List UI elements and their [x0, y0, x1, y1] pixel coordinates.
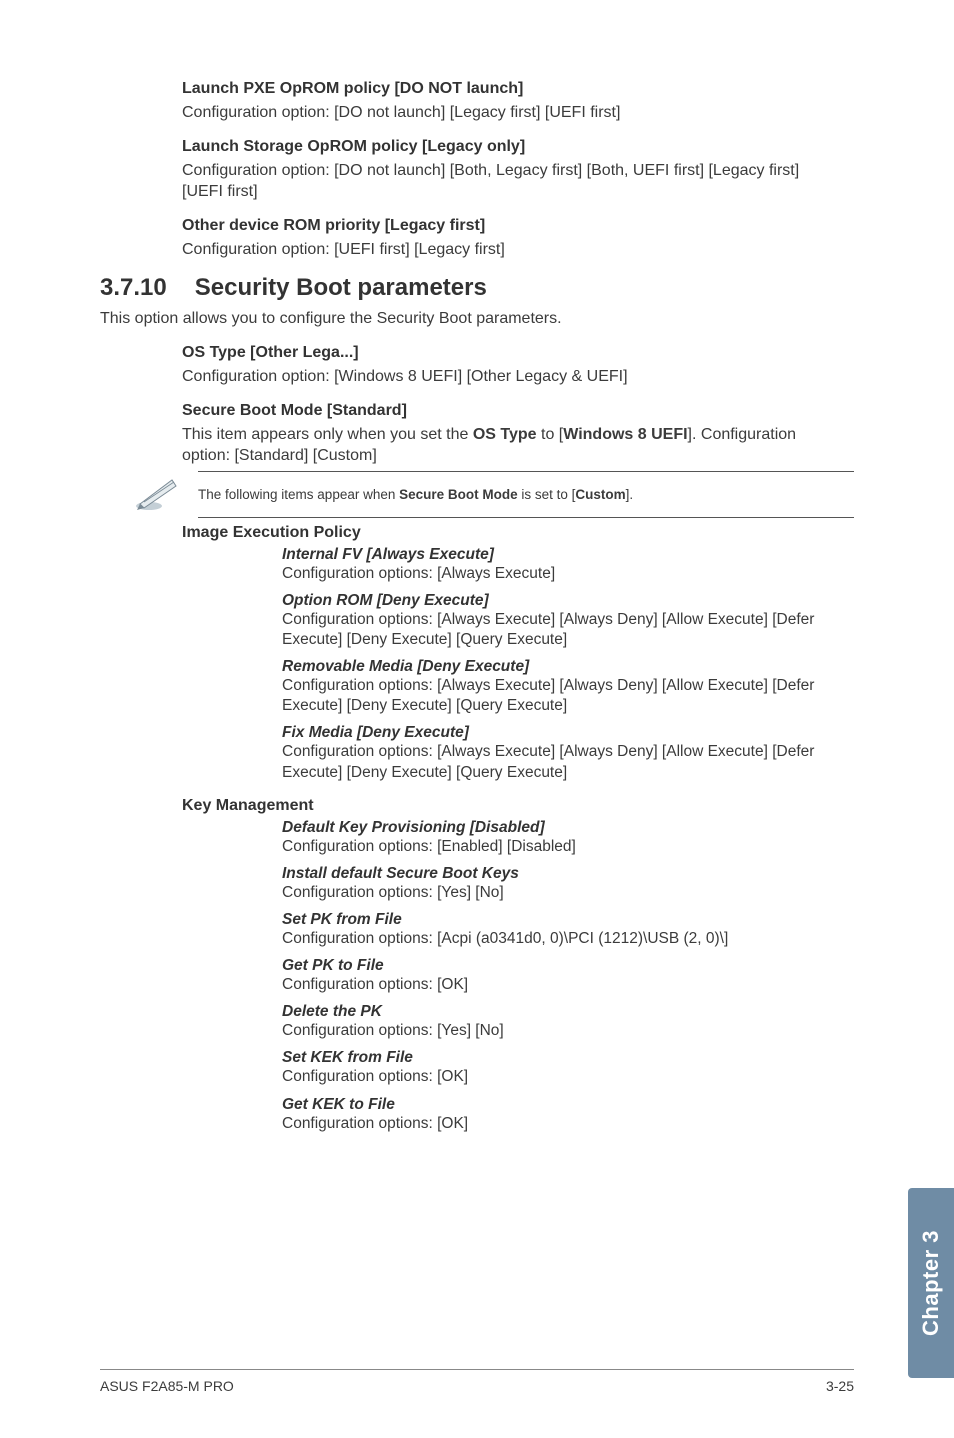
item-title-fix-media: Fix Media [Deny Execute] [282, 724, 844, 742]
item-title-get-kek: Get KEK to File [282, 1096, 844, 1114]
text-frag: to [ [537, 426, 564, 443]
item-title-get-pk: Get PK to File [282, 957, 844, 975]
heading-os-type: OS Type [Other Lega...] [182, 344, 844, 362]
text-pxe: Configuration option: [DO not launch] [L… [182, 102, 844, 124]
item-body-delete-pk: Configuration options: [Yes] [No] [282, 1021, 844, 1041]
text-frag-bold: Windows 8 UEFI [563, 426, 687, 443]
item-title-set-kek: Set KEK from File [282, 1049, 844, 1067]
item-title-install-keys: Install default Secure Boot Keys [282, 865, 844, 883]
heading-pxe: Launch PXE OpROM policy [DO NOT launch] [182, 80, 844, 98]
item-title-set-pk: Set PK from File [282, 911, 844, 929]
item-title-delete-pk: Delete the PK [282, 1003, 844, 1021]
note-block: The following items appear when Secure B… [100, 471, 854, 518]
item-title-default-key: Default Key Provisioning [Disabled] [282, 819, 844, 837]
heading-secure-boot-mode: Secure Boot Mode [Standard] [182, 402, 844, 420]
section-description: This option allows you to configure the … [100, 308, 854, 330]
text-frag-bold: Custom [575, 487, 625, 502]
page-footer: ASUS F2A85-M PRO 3-25 [100, 1369, 854, 1394]
heading-key-management: Key Management [182, 797, 844, 815]
text-frag: The following items appear when [198, 487, 399, 502]
image-exec-policy-block: Image Execution Policy Internal FV [Alwa… [100, 524, 854, 1134]
item-body-removable-media: Configuration options: [Always Execute] … [282, 676, 844, 716]
item-body-option-rom: Configuration options: [Always Execute] … [282, 610, 844, 650]
heading-storage: Launch Storage OpROM policy [Legacy only… [182, 138, 844, 156]
text-secure-boot-mode: This item appears only when you set the … [182, 424, 844, 467]
text-frag-bold: OS Type [473, 426, 537, 443]
section-title: Security Boot parameters [195, 274, 487, 302]
item-title-removable-media: Removable Media [Deny Execute] [282, 658, 844, 676]
divider [198, 517, 854, 518]
text-frag: This item appears only when you set the [182, 426, 473, 443]
text-frag-bold: Secure Boot Mode [399, 487, 518, 502]
footer-product: ASUS F2A85-M PRO [100, 1378, 234, 1394]
pencil-icon [134, 472, 180, 517]
item-body-set-pk: Configuration options: [Acpi (a0341d0, 0… [282, 929, 844, 949]
item-title-internal-fv: Internal FV [Always Execute] [282, 546, 844, 564]
text-storage: Configuration option: [DO not launch] [B… [182, 160, 844, 203]
content-block-2: OS Type [Other Lega...] Configuration op… [100, 344, 854, 467]
heading-image-exec-policy: Image Execution Policy [182, 524, 844, 542]
item-body-get-pk: Configuration options: [OK] [282, 975, 844, 995]
item-body-install-keys: Configuration options: [Yes] [No] [282, 883, 844, 903]
item-title-option-rom: Option ROM [Deny Execute] [282, 592, 844, 610]
chapter-side-tab-label: Chapter 3 [918, 1230, 944, 1336]
page: Launch PXE OpROM policy [DO NOT launch] … [0, 0, 954, 1438]
iep-items: Internal FV [Always Execute] Configurati… [182, 546, 844, 783]
km-items: Default Key Provisioning [Disabled] Conf… [182, 819, 844, 1134]
text-frag: is set to [ [518, 487, 576, 502]
item-body-fix-media: Configuration options: [Always Execute] … [282, 742, 844, 782]
chapter-side-tab: Chapter 3 [908, 1188, 954, 1378]
footer-page-number: 3-25 [826, 1378, 854, 1394]
note-text: The following items appear when Secure B… [198, 481, 633, 508]
item-body-get-kek: Configuration options: [OK] [282, 1114, 844, 1134]
text-other-rom: Configuration option: [UEFI first] [Lega… [182, 239, 844, 261]
section-heading: 3.7.10 Security Boot parameters [100, 274, 854, 302]
text-os-type: Configuration option: [Windows 8 UEFI] [… [182, 366, 844, 388]
item-body-default-key: Configuration options: [Enabled] [Disabl… [282, 837, 844, 857]
item-body-set-kek: Configuration options: [OK] [282, 1067, 844, 1087]
section-number: 3.7.10 [100, 274, 167, 302]
content-block-1: Launch PXE OpROM policy [DO NOT launch] … [100, 80, 854, 260]
heading-other-rom: Other device ROM priority [Legacy first] [182, 217, 844, 235]
item-body-internal-fv: Configuration options: [Always Execute] [282, 564, 844, 584]
text-frag: ]. [626, 487, 634, 502]
